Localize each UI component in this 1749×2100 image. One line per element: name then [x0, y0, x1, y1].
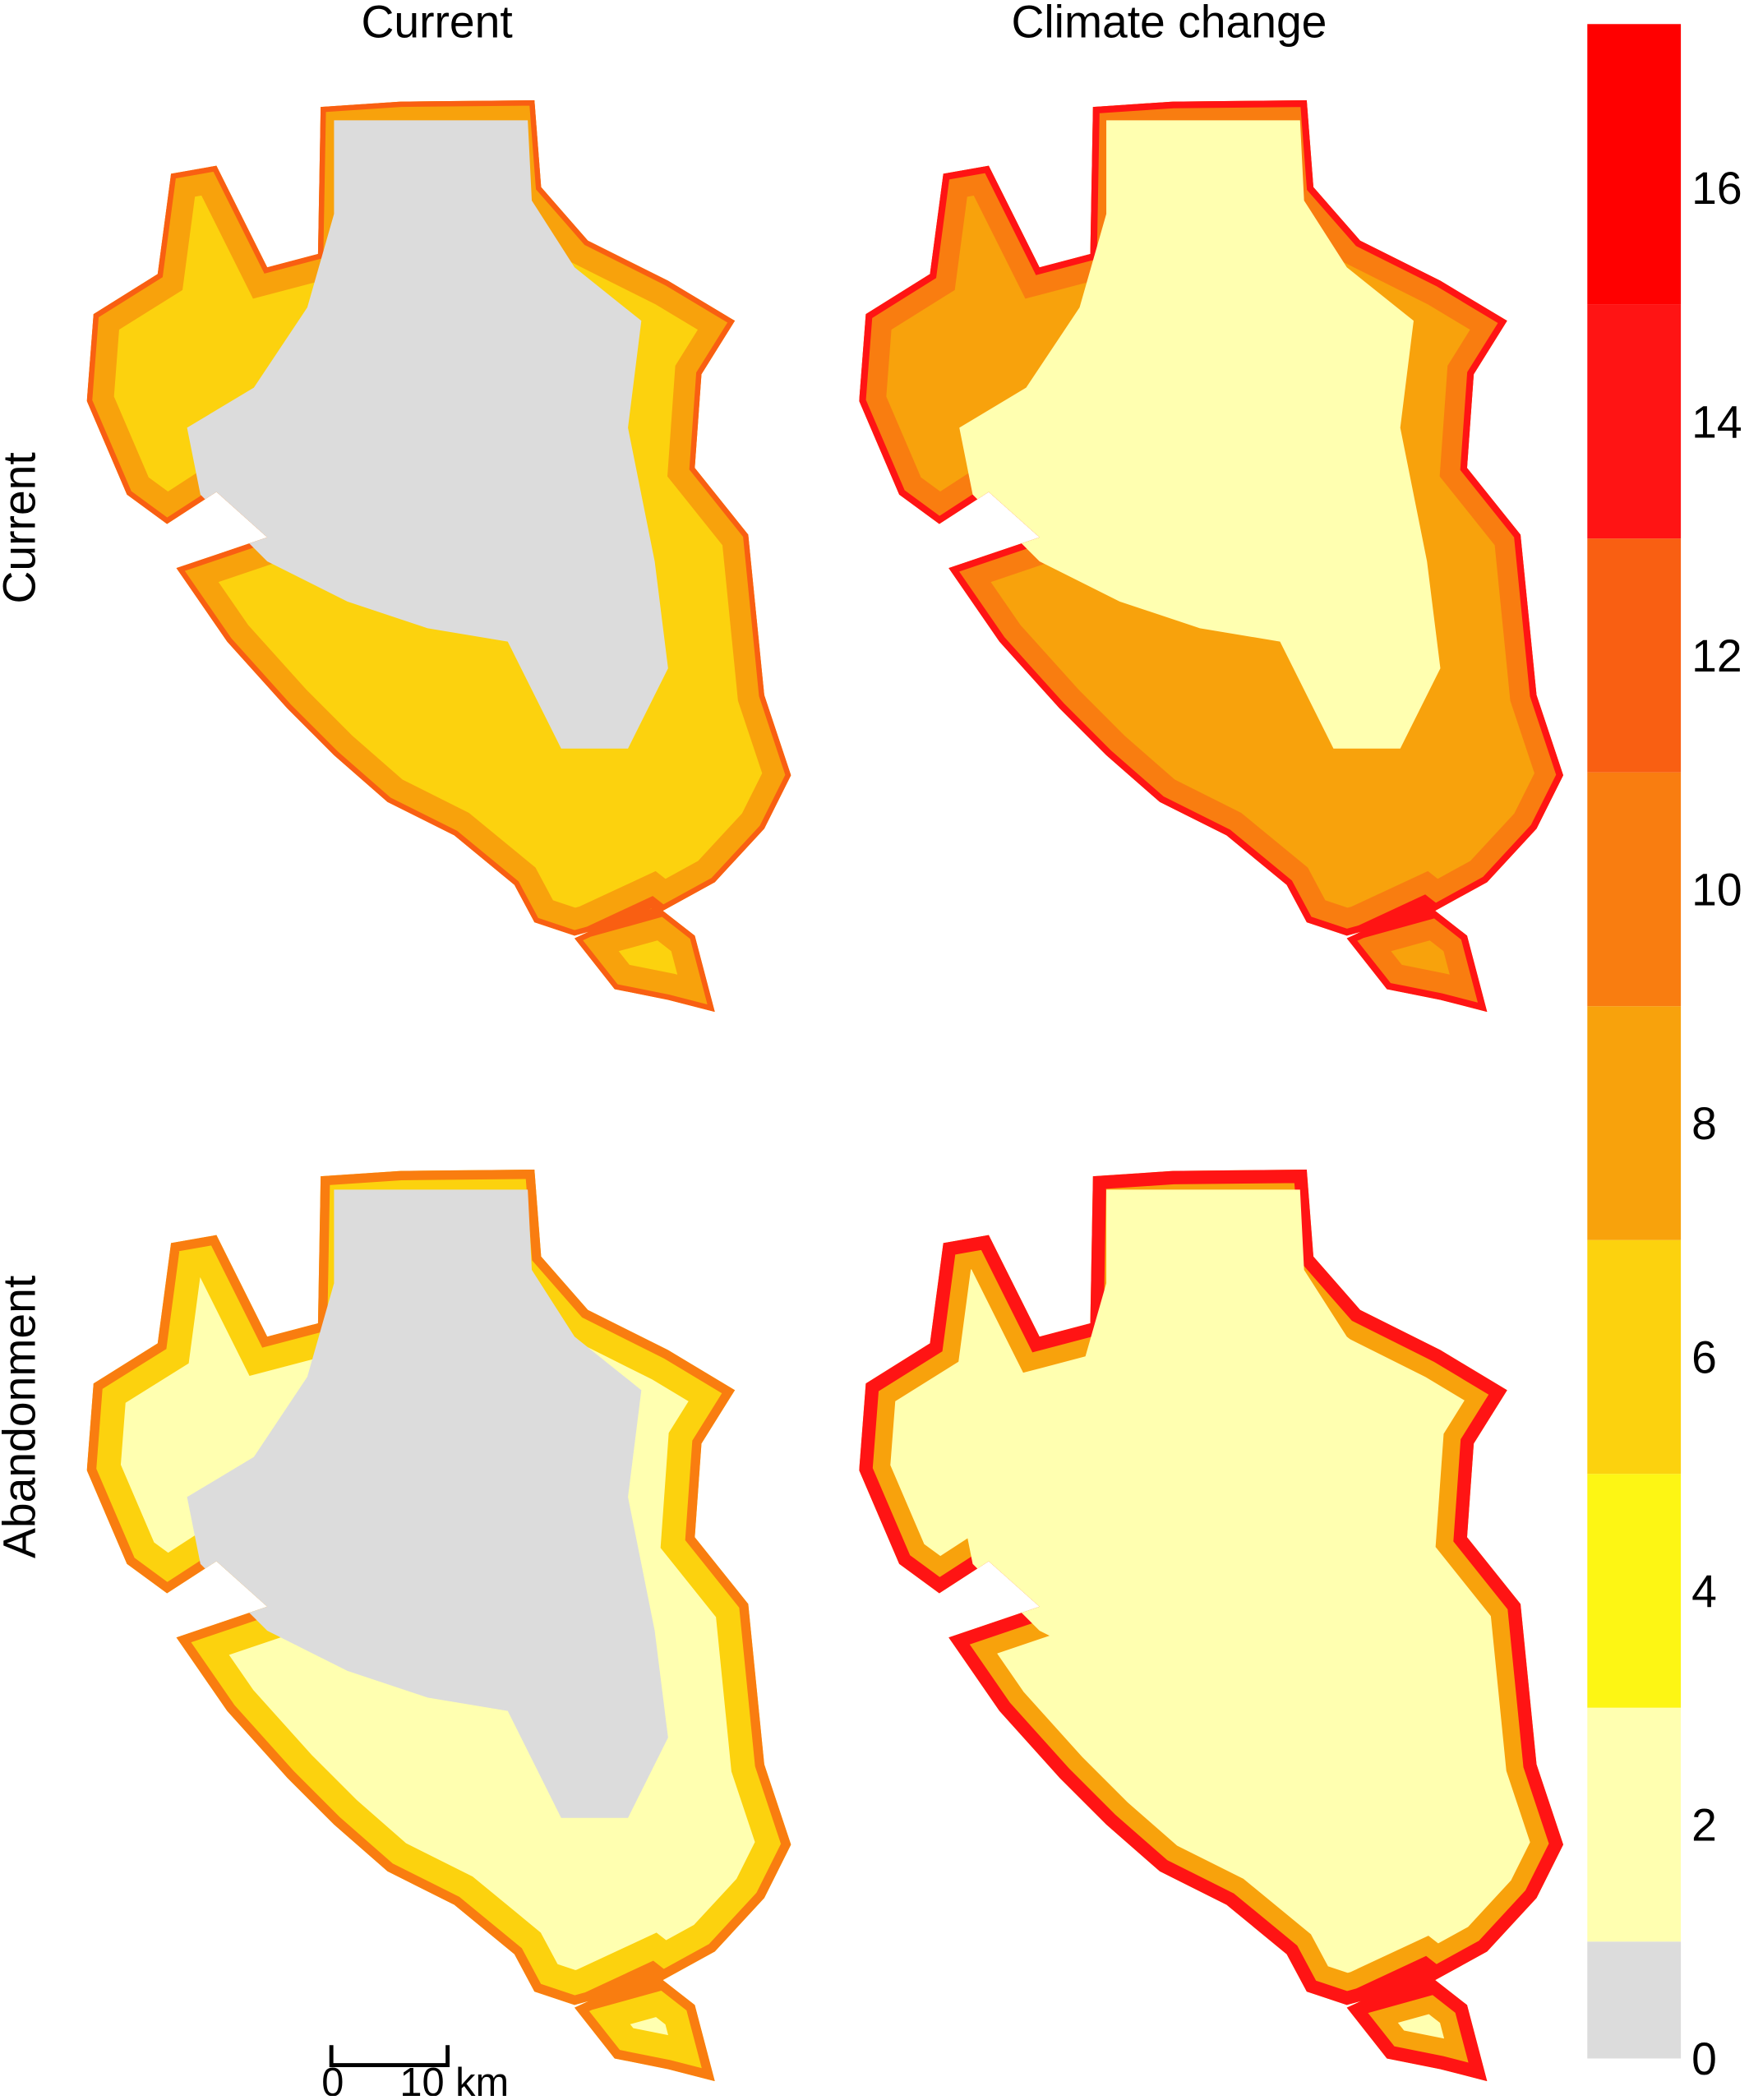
- scale-label: 10 km: [399, 2061, 509, 2096]
- column-header: Climate change: [1011, 0, 1327, 48]
- legend-bin: [1587, 1239, 1682, 1475]
- legend-tick-label: 12: [1691, 630, 1742, 681]
- legend-tick-label: 8: [1691, 1098, 1717, 1149]
- scale-label: 0: [321, 2061, 344, 2096]
- map-panel: [859, 100, 1564, 1012]
- legend-tick-label: 6: [1691, 1332, 1717, 1382]
- legend-tick-label: 4: [1691, 1566, 1717, 1617]
- legend-bin: [1587, 304, 1682, 539]
- map-panel: [87, 1170, 791, 2082]
- legend-bin: [1587, 1006, 1682, 1240]
- legend-tick-label: 16: [1691, 163, 1742, 214]
- row-header: Current: [0, 452, 44, 603]
- legend-bin: [1587, 24, 1682, 305]
- map-panel: [87, 100, 791, 1012]
- row-header: Abandonment: [0, 1276, 44, 1558]
- legend-bin: [1587, 1474, 1682, 1708]
- legend-tick-label: 14: [1691, 396, 1742, 447]
- legend-bin: [1587, 1707, 1682, 1942]
- legend-bin: [1587, 772, 1682, 1007]
- legend-tick-label: 0: [1691, 2033, 1717, 2084]
- column-header: Current: [361, 0, 512, 48]
- scale-bar: [329, 2045, 450, 2068]
- legend-tick-label: 2: [1691, 1799, 1717, 1850]
- map-panel: [859, 1170, 1564, 2082]
- legend-bin: [1587, 538, 1682, 773]
- legend-bin: [1587, 1941, 1682, 2059]
- color-legend: 0 2 4 6 8 10 12 14 16: [1587, 24, 1742, 2084]
- legend-tick-label: 10: [1691, 864, 1742, 915]
